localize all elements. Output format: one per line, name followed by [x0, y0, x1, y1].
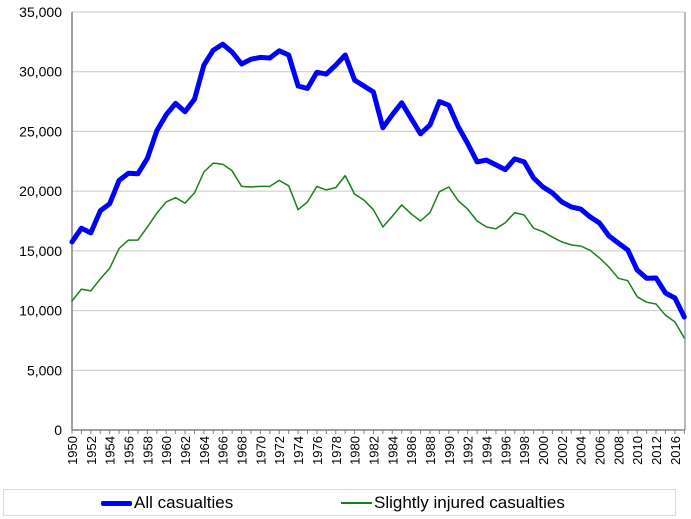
x-tick-label: 1982 [366, 436, 381, 465]
x-tick-label: 1976 [310, 436, 325, 465]
legend: All casualties Slightly injured casualti… [3, 489, 676, 516]
x-tick-label: 1952 [84, 436, 99, 465]
x-tick-label: 2002 [555, 436, 570, 465]
series-line-slightly-injured [71, 162, 686, 339]
x-tick-label: 2000 [536, 436, 551, 465]
x-tick-label: 1958 [140, 436, 155, 465]
y-tick-label: 10,000 [19, 303, 62, 319]
x-tick-label: 1996 [498, 436, 513, 465]
x-tick-label: 2016 [668, 436, 683, 465]
y-tick-label: 5,000 [27, 362, 62, 378]
x-tick-label: 1984 [385, 436, 400, 465]
x-tick-label: 1980 [348, 436, 363, 465]
series-lines [69, 41, 687, 339]
x-tick-label: 1978 [329, 436, 344, 465]
x-tick-label: 1992 [461, 436, 476, 465]
x-tick-label: 1950 [65, 436, 80, 465]
x-tick-label: 1960 [159, 436, 174, 465]
x-tick-label: 2004 [574, 436, 589, 465]
y-tick-label: 0 [54, 422, 62, 438]
x-tick-label: 1988 [423, 436, 438, 465]
y-tick-label: 15,000 [19, 243, 62, 259]
x-tick-label: 1968 [235, 436, 250, 465]
x-tick-label: 1962 [178, 436, 193, 465]
legend-item-all-casualties: All casualties [101, 493, 233, 513]
series-line-all-casualties [69, 41, 687, 320]
x-tick-label: 1964 [197, 436, 212, 465]
x-tick-label: 1966 [216, 436, 231, 465]
x-tick-label: 2010 [630, 436, 645, 465]
legend-label: All casualties [134, 493, 234, 512]
x-tick-label: 1974 [291, 436, 306, 465]
x-tick-label: 2008 [611, 436, 626, 465]
legend-item-slightly-injured: Slightly injured casualties [341, 493, 565, 513]
x-tick-label: 2006 [593, 436, 608, 465]
y-tick-label: 30,000 [19, 64, 62, 80]
legend-swatch-blue-line [101, 500, 132, 506]
legend-label: Slightly injured casualties [374, 493, 565, 512]
legend-swatch-green-line [341, 502, 372, 504]
y-axis-tick-labels: 0 5,000 10,000 15,000 20,000 25,000 30,000 35,0… [19, 4, 62, 438]
x-tick-label: 1972 [272, 436, 287, 465]
y-tick-label: 25,000 [19, 123, 62, 139]
x-tick-label: 1990 [442, 436, 457, 465]
y-tick-label: 20,000 [19, 183, 62, 199]
x-tick-label: 1970 [253, 436, 268, 465]
x-tick-label: 1994 [479, 436, 494, 465]
x-tick-label: 1998 [517, 436, 532, 465]
x-axis: 1950 1952 1954 1956 1958 1960 1962 1964 1966 1968… [65, 12, 686, 465]
x-tick-label: 1954 [103, 436, 118, 465]
y-tick-label: 35,000 [19, 4, 62, 20]
x-tick-label: 1986 [404, 436, 419, 465]
x-tick-label: 1956 [122, 436, 137, 465]
gridlines [72, 11, 684, 371]
x-tick-label: 2012 [649, 436, 664, 465]
